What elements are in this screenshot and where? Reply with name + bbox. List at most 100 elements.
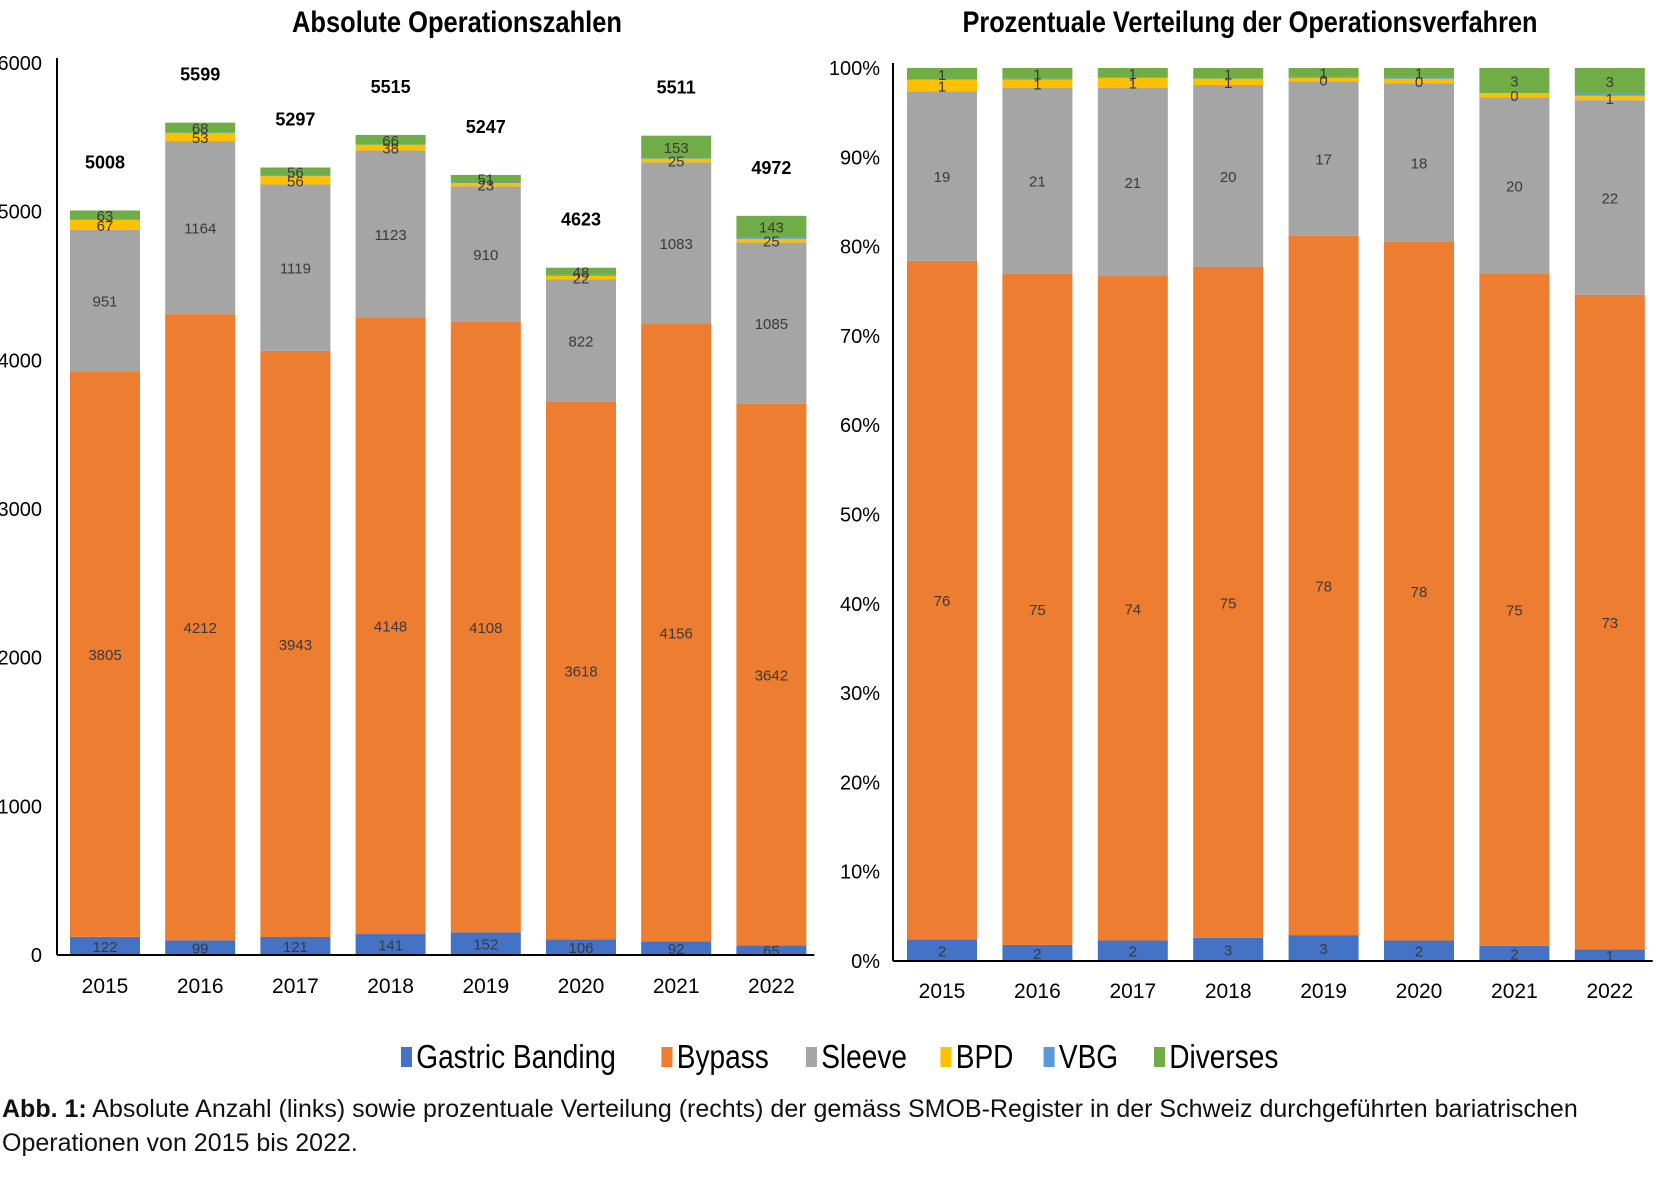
bar-segment-vbg-2019	[1288, 76, 1359, 78]
x-tick-label: 2016	[177, 975, 224, 998]
data-label-bpd: 25	[668, 154, 685, 171]
data-label-gastric-banding: 65	[763, 943, 780, 960]
data-label-bpd: 0	[1415, 74, 1423, 91]
bar-segment-sleeve-2020	[546, 279, 616, 402]
data-label-bpd: 1	[1606, 91, 1614, 108]
data-label-diverses: 68	[192, 121, 209, 138]
data-label-sleeve: 21	[1029, 174, 1046, 191]
bar-segment-gastric-banding-2022	[736, 945, 807, 955]
data-label-diverses: 1	[1415, 65, 1423, 82]
data-label-sleeve: 17	[1315, 152, 1332, 169]
total-label: 5297	[275, 110, 315, 130]
data-label-bpd: 38	[382, 141, 399, 158]
bar-segment-diverses-2018	[355, 134, 426, 145]
bar-segment-gastric-banding-2020	[1384, 940, 1454, 961]
data-label-bypass: 74	[1124, 601, 1141, 618]
data-label-diverses: 1	[1224, 66, 1232, 83]
bar-segment-gastric-banding-2018	[1193, 937, 1264, 961]
chart-legend: Gastric Banding Bypass Sleeve BPD VBG Di…	[0, 1038, 1671, 1076]
y-tick-label: 90%	[840, 147, 880, 169]
x-tick-label: 2020	[1396, 980, 1443, 1003]
legend-item-sleeve: Sleeve	[805, 1038, 907, 1076]
data-label-gastric-banding: 2	[1415, 944, 1423, 961]
bar-segment-diverses-2020	[546, 267, 616, 275]
data-label-bypass: 78	[1411, 584, 1428, 601]
x-tick-label: 2021	[653, 975, 700, 998]
y-tick-label: 6000	[0, 53, 42, 75]
bar-segment-gastric-banding-2015	[907, 939, 977, 961]
caption-text: Absolute Anzahl (links) sowie prozentual…	[2, 1095, 1578, 1157]
data-label-gastric-banding: 122	[92, 939, 117, 956]
y-tick-label: 3000	[0, 499, 42, 521]
bar-segment-bypass-2021	[641, 323, 712, 942]
data-label-sleeve: 20	[1220, 169, 1237, 186]
legend-swatch	[661, 1047, 673, 1067]
y-tick-label: 80%	[840, 237, 880, 259]
y-tick-label: 4000	[0, 350, 42, 372]
bar-segment-sleeve-2015	[907, 91, 977, 261]
bar-segment-gastric-banding-2016	[1002, 944, 1073, 961]
x-tick-label: 2018	[367, 975, 414, 998]
y-tick-label: 100%	[829, 58, 880, 80]
bar-segment-bypass-2020	[546, 401, 616, 940]
y-tick-label: 70%	[840, 326, 880, 348]
bar-segment-sleeve-2021	[1479, 97, 1550, 274]
data-label-gastric-banding: 2	[1129, 944, 1137, 961]
bar-segment-sleeve-2022	[736, 242, 807, 404]
data-label-bpd: 1	[1129, 76, 1137, 93]
bar-segment-bpd-2016	[165, 133, 236, 142]
total-label: 5511	[657, 78, 696, 98]
bar-segment-vbg-2020	[1384, 76, 1454, 79]
y-tick-label: 20%	[840, 772, 880, 794]
y-tick-label: 2000	[0, 648, 42, 670]
data-label-gastric-banding: 141	[378, 938, 403, 955]
data-label-bpd: 25	[763, 234, 780, 251]
data-label-gastric-banding: 1	[1606, 948, 1614, 965]
legend-swatch	[939, 1047, 951, 1067]
bar-segment-diverses-2016	[1002, 68, 1073, 79]
data-label-gastric-banding: 99	[192, 941, 209, 958]
x-tick-label: 2020	[558, 975, 605, 998]
legend-item-diverses: Diverses	[1154, 1038, 1278, 1076]
bar-segment-gastric-banding-2017	[1097, 940, 1168, 961]
x-tick-label: 2016	[1014, 980, 1061, 1003]
data-label-diverses: 66	[382, 133, 399, 150]
y-tick-label: 1000	[0, 796, 42, 818]
right-chart-title: Prozentuale Verteilung der Operationsver…	[963, 6, 1538, 39]
bar-segment-diverses-2017	[260, 167, 331, 176]
data-label-bpd: 0	[1319, 73, 1327, 90]
data-label-bypass: 3642	[755, 668, 788, 685]
bar-segment-gastric-banding-2021	[1479, 945, 1550, 961]
total-label: 5008	[85, 152, 125, 172]
bar-segment-gastric-banding-2015	[70, 936, 140, 955]
x-tick-label: 2019	[462, 975, 509, 998]
data-label-bpd: 53	[192, 130, 209, 147]
data-label-sleeve: 22	[1601, 190, 1618, 207]
bar-segment-gastric-banding-2016	[165, 940, 236, 955]
bar-segment-bpd-2017	[260, 176, 331, 185]
bar-segment-vbg-2016	[1002, 78, 1073, 80]
data-label-bypass: 3618	[564, 663, 597, 680]
x-tick-label: 2015	[919, 980, 966, 1003]
legend-item-gastric-banding: Gastric Banding	[400, 1038, 615, 1076]
data-label-bpd: 67	[97, 218, 114, 235]
legend-label: Diverses	[1169, 1038, 1279, 1075]
bar-segment-gastric-banding-2019	[1288, 935, 1359, 961]
total-label: 5247	[466, 117, 506, 137]
data-label-bpd: 0	[1510, 88, 1518, 105]
bar-segment-vbg-2022	[1574, 93, 1645, 96]
data-label-sleeve: 1164	[184, 221, 216, 238]
bar-segment-bpd-2021	[641, 158, 712, 163]
y-tick-label: 60%	[840, 415, 880, 437]
data-label-gastric-banding: 106	[568, 940, 593, 957]
total-label: 5515	[371, 77, 411, 97]
bar-segment-bypass-2015	[70, 371, 140, 937]
data-label-diverses: 48	[573, 264, 590, 281]
data-label-sleeve: 21	[1124, 175, 1141, 192]
bar-segment-bypass-2020	[1384, 241, 1454, 941]
bar-segment-bpd-2020	[1384, 78, 1454, 84]
bar-segment-bpd-2015	[907, 79, 977, 92]
figure-caption: Abb. 1: Absolute Anzahl (links) sowie pr…	[2, 1092, 1652, 1160]
bar-segment-bypass-2022	[1574, 294, 1645, 950]
bar-segment-bpd-2018	[1193, 78, 1264, 85]
